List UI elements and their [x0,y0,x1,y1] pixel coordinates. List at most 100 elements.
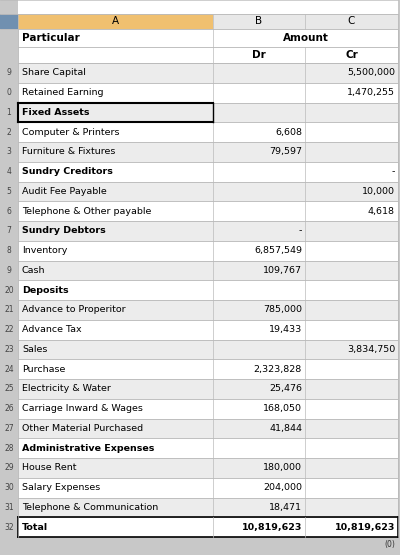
Text: Dr: Dr [252,50,266,60]
Text: 27: 27 [4,424,14,433]
Bar [213,0,398,14]
Bar [305,14,398,29]
Text: Administrative Expenses: Administrative Expenses [22,443,154,453]
Bar [213,47,305,63]
Text: Deposits: Deposits [22,286,69,295]
Text: Telephone & Communication: Telephone & Communication [22,503,158,512]
Text: 10,819,623: 10,819,623 [242,523,302,532]
Text: Sundry Debtors: Sundry Debtors [22,226,106,235]
Text: 79,597: 79,597 [269,148,302,157]
Bar [18,103,398,122]
Text: Total: Total [22,523,48,532]
Bar [18,340,398,359]
Bar [18,398,398,418]
Text: 9: 9 [6,68,12,77]
Text: 41,844: 41,844 [269,424,302,433]
Text: 22: 22 [4,325,14,334]
Bar [18,300,398,320]
Text: 18,471: 18,471 [269,503,302,512]
Text: Sales: Sales [22,345,47,354]
Text: 5,500,000: 5,500,000 [347,68,395,77]
Text: Inventory: Inventory [22,246,67,255]
Bar [18,260,398,280]
Text: 21: 21 [4,305,14,314]
Bar [18,418,398,438]
Bar [18,0,213,14]
Text: -: - [392,167,395,176]
Bar [18,478,398,497]
Text: Cash: Cash [22,266,46,275]
Text: 30: 30 [4,483,14,492]
Bar [18,497,398,517]
Text: 24: 24 [4,365,14,374]
Text: House Rent: House Rent [22,463,76,472]
Text: Furniture & Fixtures: Furniture & Fixtures [22,148,115,157]
Bar [18,29,213,47]
Text: 204,000: 204,000 [263,483,302,492]
Bar [0,14,18,29]
Bar [213,29,398,47]
Text: 28: 28 [4,443,14,453]
Text: Retained Earning: Retained Earning [22,88,104,97]
Bar [18,458,398,478]
Text: (0): (0) [384,541,395,549]
Bar [18,280,398,300]
Text: 10,000: 10,000 [362,187,395,196]
Text: 29: 29 [4,463,14,472]
Bar [18,438,398,458]
Text: Share Capital: Share Capital [22,68,86,77]
Text: A: A [112,17,119,27]
Text: 785,000: 785,000 [263,305,302,314]
Text: Advance Tax: Advance Tax [22,325,82,334]
Text: 168,050: 168,050 [263,404,302,413]
Text: 180,000: 180,000 [263,463,302,472]
Bar [18,63,398,83]
Text: Advance to Properitor: Advance to Properitor [22,305,126,314]
Text: Fixed Assets: Fixed Assets [22,108,90,117]
Text: 7: 7 [6,226,12,235]
Text: 8: 8 [7,246,11,255]
Text: 9: 9 [6,266,12,275]
Bar [18,47,213,63]
Text: C: C [348,17,355,27]
Text: -: - [299,226,302,235]
Text: Other Material Purchased: Other Material Purchased [22,424,143,433]
Text: 3: 3 [6,148,12,157]
Bar [18,379,398,398]
Text: 0: 0 [6,88,12,97]
Text: 25,476: 25,476 [269,385,302,393]
Bar [18,14,213,29]
Text: 2,323,828: 2,323,828 [254,365,302,374]
Bar [18,517,398,537]
Bar [18,162,398,181]
Text: 32: 32 [4,523,14,532]
Text: Audit Fee Payable: Audit Fee Payable [22,187,107,196]
Text: B: B [256,17,262,27]
Text: Computer & Printers: Computer & Printers [22,128,120,137]
Text: 5: 5 [6,187,12,196]
Text: Particular: Particular [22,33,80,43]
Text: 2: 2 [7,128,11,137]
Bar [18,221,398,241]
Text: Telephone & Other payable: Telephone & Other payable [22,206,151,216]
Text: Sundry Creditors: Sundry Creditors [22,167,113,176]
Text: Amount: Amount [282,33,328,43]
Text: 25: 25 [4,385,14,393]
Bar [18,320,398,340]
Text: 1,470,255: 1,470,255 [347,88,395,97]
Bar [18,142,398,162]
Text: 26: 26 [4,404,14,413]
Text: 6,857,549: 6,857,549 [254,246,302,255]
Bar [18,181,398,201]
Text: 3,834,750: 3,834,750 [347,345,395,354]
Text: 19,433: 19,433 [269,325,302,334]
Bar [18,122,398,142]
Text: 10,819,623: 10,819,623 [335,523,395,532]
Text: 6,608: 6,608 [275,128,302,137]
Bar [18,201,398,221]
Bar [18,241,398,260]
Bar [18,359,398,379]
Bar [305,47,398,63]
Text: 31: 31 [4,503,14,512]
Text: 23: 23 [4,345,14,354]
